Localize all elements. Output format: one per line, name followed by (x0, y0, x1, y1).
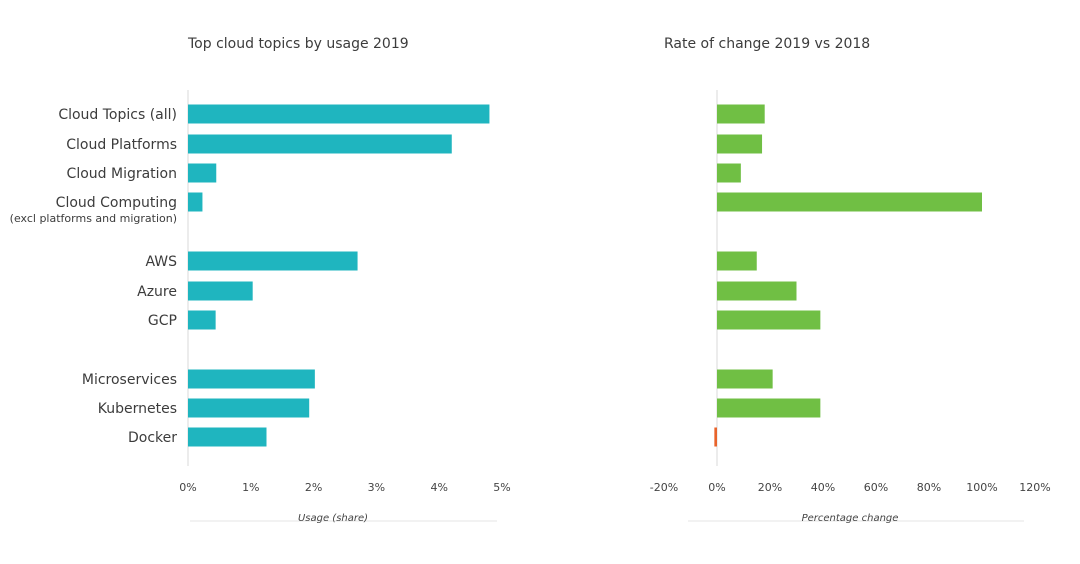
usage-bar (188, 163, 217, 183)
change-bar (714, 427, 717, 447)
usage-bar (188, 369, 315, 389)
category-label: GCP (148, 313, 177, 329)
category-label: Microservices (82, 372, 177, 388)
x-tick-label: 80% (917, 481, 941, 494)
category-label: Cloud Topics (all) (58, 107, 177, 123)
x-tick-label: 3% (368, 481, 385, 494)
x-tick-label: 5% (493, 481, 510, 494)
x-tick-label: 120% (1019, 481, 1050, 494)
change-bar (717, 251, 757, 271)
x-tick-label: -20% (650, 481, 678, 494)
x-tick-label: 2% (305, 481, 322, 494)
category-label: AWS (145, 254, 177, 270)
x-tick-label: 1% (242, 481, 259, 494)
category-label: Cloud Computing (56, 195, 177, 211)
usage-bar (188, 310, 216, 330)
change-bar (717, 369, 773, 389)
category-label: Azure (137, 284, 177, 300)
usage-bar (188, 427, 267, 447)
x-tick-label: 20% (758, 481, 782, 494)
change-bar (717, 163, 741, 183)
x-tick-label: 4% (430, 481, 447, 494)
category-label: Kubernetes (98, 401, 177, 417)
usage-bar (188, 192, 203, 212)
category-sublabel: (excl platforms and migration) (10, 212, 177, 225)
right-chart-title: Rate of change 2019 vs 2018 (664, 36, 871, 52)
change-bar (717, 310, 821, 330)
x-tick-label: 60% (864, 481, 888, 494)
usage-bar (188, 281, 253, 301)
x-axis-title: Percentage change (802, 513, 899, 524)
change-bar (717, 398, 821, 418)
change-bar (717, 192, 982, 212)
usage-bar (188, 398, 310, 418)
x-tick-label: 40% (811, 481, 835, 494)
usage-bar (188, 251, 358, 271)
x-tick-label: 100% (966, 481, 997, 494)
category-label: Cloud Platforms (66, 137, 177, 153)
x-axis-title: Usage (share) (298, 513, 368, 524)
x-tick-label: 0% (708, 481, 725, 494)
change-bar (717, 134, 763, 154)
change-bar (717, 281, 797, 301)
change-bar (717, 104, 765, 124)
left-chart-title: Top cloud topics by usage 2019 (188, 36, 409, 52)
category-label: Cloud Migration (67, 166, 177, 182)
category-label: Docker (128, 430, 177, 446)
usage-bar (188, 134, 452, 154)
x-tick-label: 0% (179, 481, 196, 494)
usage-bar (188, 104, 490, 124)
